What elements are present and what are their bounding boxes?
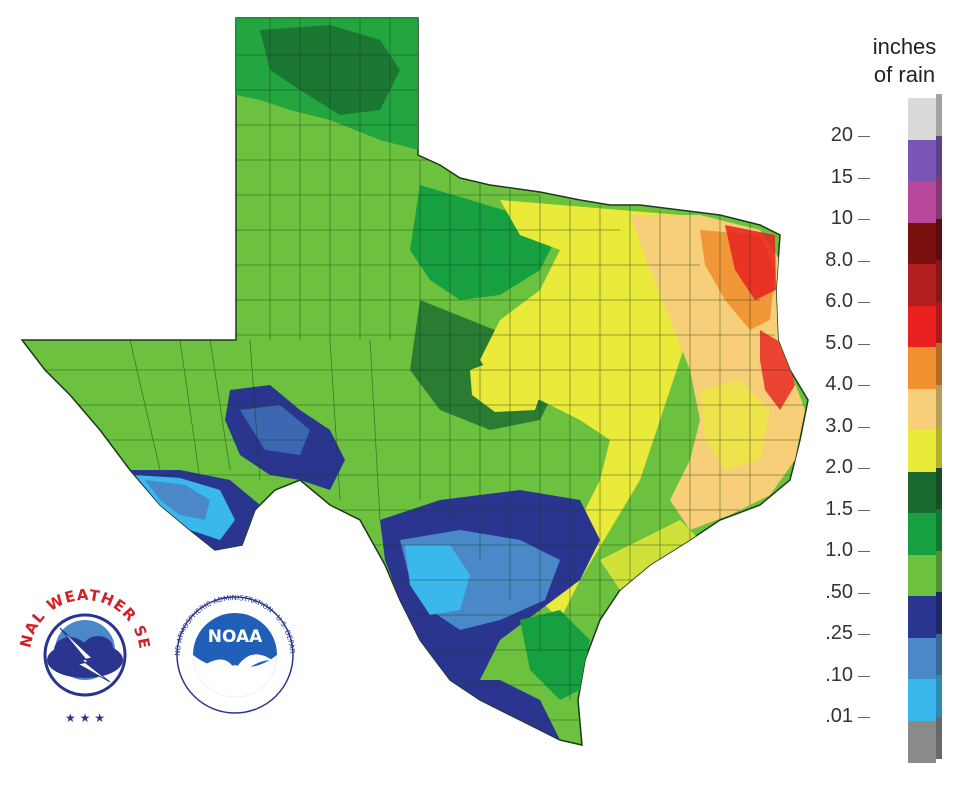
legend-swatch (908, 554, 936, 597)
legend-swatch-edge (936, 633, 942, 676)
legend-label: 3.0 (825, 414, 853, 437)
legend-swatch (908, 596, 936, 638)
legend-tick (858, 717, 870, 718)
legend-title-line2: of rain (873, 62, 936, 87)
legend-swatch (908, 139, 936, 182)
legend-swatch-edge (936, 260, 942, 302)
legend-swatch-edge (936, 675, 942, 717)
legend-label: 15 (830, 165, 853, 188)
legend-swatch-edge (936, 426, 942, 468)
legend-label: .10 (825, 663, 853, 686)
lightning-bolt-icon (59, 627, 111, 683)
legend-tick (858, 468, 870, 469)
region-central-yellow (470, 355, 545, 412)
legend-label: 1.0 (825, 539, 853, 561)
legend-tick (858, 634, 870, 635)
legend-swatch-edge (936, 509, 942, 551)
legend-title-line1: inches (872, 34, 937, 59)
legend-tick (858, 385, 870, 386)
legend-label: 10 (830, 207, 853, 229)
legend-swatch-edge (936, 716, 942, 759)
legend-swatch-edge (936, 550, 942, 593)
legend-tick (858, 509, 870, 511)
legend-swatch (908, 513, 936, 555)
noaa-center-text: NOAA (208, 627, 263, 647)
region-east-green-patch (700, 380, 770, 470)
legend-tick (858, 426, 870, 428)
legend-swatch-edge (936, 94, 942, 136)
legend-swatch (908, 388, 936, 431)
legend-swatch-edge (936, 177, 942, 219)
legend-label: 1.5 (825, 497, 853, 520)
legend-tick (858, 136, 870, 137)
legend-tick (858, 219, 870, 220)
nws-stars: ★ ★ ★ (65, 711, 105, 725)
legend-swatch (908, 347, 936, 389)
legend-swatch (908, 430, 936, 472)
region-northeast-red (725, 225, 776, 300)
seagull-icon (200, 654, 272, 685)
legend-tick (858, 260, 870, 262)
region-pecos-steel (240, 405, 310, 455)
legend-swatch-edge (936, 135, 942, 178)
region-bigbend-steel (145, 480, 210, 520)
svg-text:NATIONAL WEATHER SERVICE: NATIONAL WEATHER SERVICE (0, 0, 154, 651)
region-north-dark (410, 185, 560, 300)
region-rio-grande-navy (450, 680, 560, 740)
legend-tick (858, 551, 870, 552)
legend-tick (858, 302, 870, 303)
legend-label: 5.0 (825, 331, 853, 354)
legend-swatch (908, 471, 936, 514)
legend-label: 6.0 (825, 290, 853, 312)
legend-label: 8.0 (825, 248, 853, 271)
region-coast-yellow (600, 520, 700, 590)
legend-label: 4.0 (825, 373, 853, 395)
legend-swatch-edge (936, 592, 942, 634)
legend-label: 20 (830, 124, 853, 146)
legend-label: 2.0 (825, 456, 853, 478)
legend-tick (858, 675, 870, 677)
legend-swatch (908, 98, 936, 140)
legend-swatch (908, 264, 936, 306)
nws-ring-text: NATIONAL WEATHER SERVICE (0, 0, 153, 651)
legend-label: .01 (825, 705, 853, 727)
legend-swatch (908, 720, 936, 763)
legend-label: .50 (825, 580, 853, 603)
legend-swatch-edge (936, 343, 942, 385)
region-valley-green (520, 610, 590, 700)
legend-tick (858, 177, 870, 179)
legend-tick (858, 343, 870, 345)
legend-swatch (908, 305, 936, 348)
legend-swatch (908, 181, 936, 223)
legend-swatch (908, 679, 936, 721)
legend-swatch (908, 637, 936, 680)
county-lines (22, 18, 805, 721)
legend-swatch-edge (936, 384, 942, 427)
legend-swatch (908, 222, 936, 265)
legend-swatch-edge (936, 467, 942, 510)
legend-label: .25 (825, 622, 853, 644)
legend-swatch-edge (936, 301, 942, 344)
legend-tick (858, 592, 870, 594)
legend-swatch-edge (936, 218, 942, 261)
